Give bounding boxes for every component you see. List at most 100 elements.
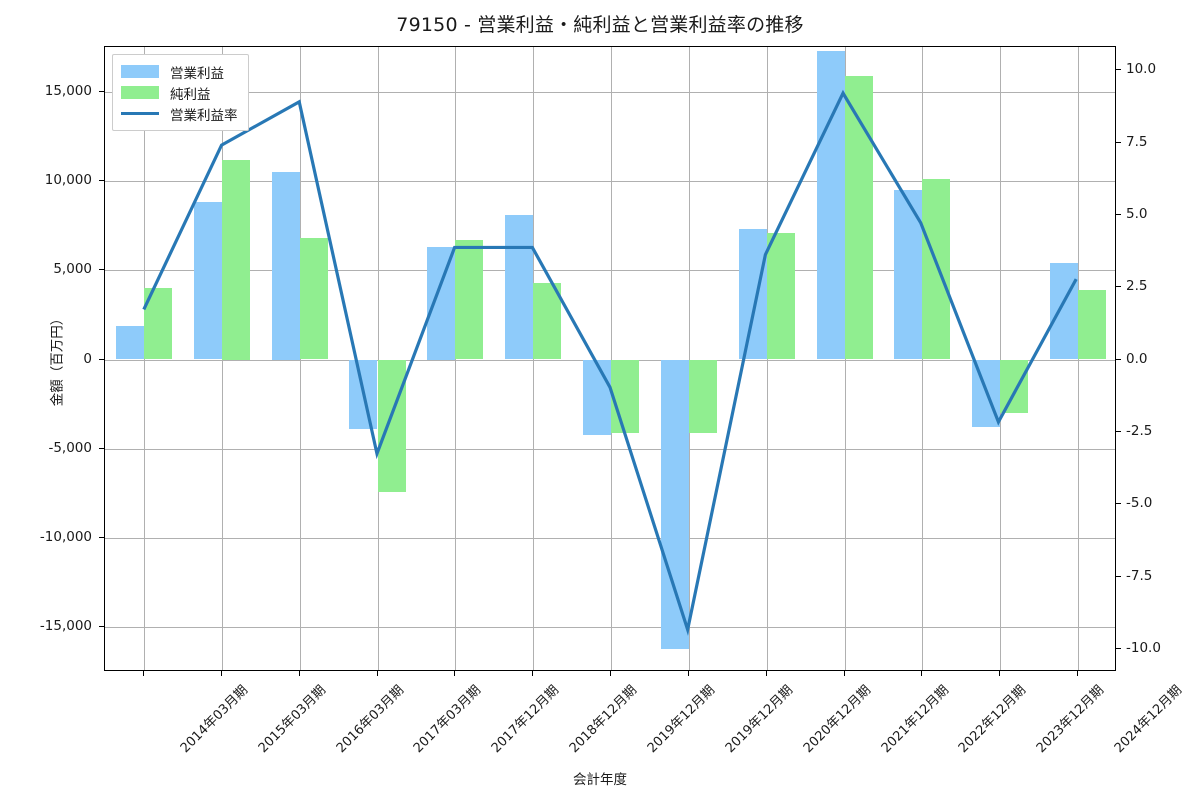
bar-net-profit xyxy=(611,359,639,433)
bar-operating-profit xyxy=(505,214,534,360)
bar-net-profit xyxy=(766,232,795,360)
bar-operating-profit xyxy=(115,325,144,360)
x-axis-tick-label: 2018年12月期 xyxy=(566,682,641,757)
legend-label-net-profit: 純利益 xyxy=(170,86,211,103)
bar-net-profit xyxy=(922,179,951,360)
legend-item-operating-profit: 営業利益 xyxy=(121,61,238,82)
y-axis-left-tickmark xyxy=(99,358,104,360)
bar-net-profit xyxy=(533,282,562,360)
x-axis-tick-label: 2016年03月期 xyxy=(333,682,407,757)
x-axis-tick-label: 2023年12月期 xyxy=(1034,682,1108,757)
y-axis-right-label-wrap: 営業利益率（%） xyxy=(1172,46,1194,671)
x-axis-tick-label: 2020年12月期 xyxy=(800,682,874,757)
y-axis-left-tickmark xyxy=(99,537,104,539)
y-axis-left-tick-label: 0 xyxy=(83,350,92,367)
gridline-vertical xyxy=(611,47,612,670)
y-axis-right-tickmark xyxy=(1116,141,1121,143)
gridline-horizontal xyxy=(105,91,1115,93)
gridline-vertical xyxy=(1000,47,1002,670)
bar-net-profit xyxy=(1000,359,1029,414)
bar-net-profit xyxy=(1078,289,1107,360)
y-axis-left-tickmark xyxy=(99,90,104,92)
legend-item-net-profit: 純利益 xyxy=(121,82,238,103)
x-axis-tickmark xyxy=(687,671,689,676)
gridline-horizontal xyxy=(105,270,1115,272)
y-axis-left-tickmark xyxy=(99,447,104,449)
y-axis-right-tick-label: 0.0 xyxy=(1126,350,1148,367)
x-axis-tick-label: 2017年12月期 xyxy=(489,682,563,757)
y-axis-left-tickmark xyxy=(99,626,104,628)
x-axis-tickmark xyxy=(1077,671,1079,676)
y-axis-right-tick-label: -5.0 xyxy=(1126,495,1153,512)
bar-net-profit xyxy=(844,75,873,360)
legend-swatch-operating-profit xyxy=(121,65,159,78)
x-axis-tick-label: 2024年12月期 xyxy=(1111,682,1186,757)
chart-title: 79150 - 営業利益・純利益と営業利益率の推移 xyxy=(396,14,804,36)
x-axis-tickmark xyxy=(765,671,767,676)
y-axis-left-tickmark xyxy=(99,179,104,181)
bar-operating-profit xyxy=(738,229,767,360)
y-axis-left-tick-label: -5,000 xyxy=(48,439,92,456)
x-axis-tickmark xyxy=(843,671,845,676)
y-axis-right-tickmark xyxy=(1116,286,1121,288)
bar-operating-profit xyxy=(660,359,689,649)
bar-operating-profit xyxy=(193,202,222,360)
gridline-vertical xyxy=(377,47,379,670)
bar-operating-profit xyxy=(271,172,300,360)
y-axis-right-tickmark xyxy=(1116,575,1121,577)
gridline-horizontal xyxy=(105,538,1115,540)
gridline-horizontal xyxy=(105,448,1115,450)
plot-area xyxy=(104,46,1116,671)
x-axis-tickmark xyxy=(999,671,1001,676)
x-axis-tick-label: 2021年12月期 xyxy=(878,682,952,757)
bar-net-profit xyxy=(221,159,250,360)
legend-label-operating-profit: 営業利益 xyxy=(170,65,224,82)
y-axis-right-tick-label: -2.5 xyxy=(1126,422,1153,439)
y-axis-left-tick-label: -15,000 xyxy=(39,618,92,635)
bar-net-profit xyxy=(377,359,406,492)
y-axis-right-tick-label: 10.0 xyxy=(1126,61,1157,78)
x-axis-tickmark xyxy=(142,671,144,676)
legend-label-operating-margin: 営業利益率 xyxy=(170,107,238,124)
y-axis-left-tick-label: 5,000 xyxy=(53,261,92,278)
x-axis-tick-label: 2015年03月期 xyxy=(255,682,329,757)
y-axis-right-tickmark xyxy=(1116,430,1121,432)
x-axis-label: 会計年度 xyxy=(573,772,627,788)
x-axis-tick-label: 2017年03月期 xyxy=(411,682,485,757)
y-axis-right-tick-label: 7.5 xyxy=(1126,133,1148,150)
y-axis-right-tickmark xyxy=(1116,503,1121,505)
bar-operating-profit xyxy=(583,359,611,435)
y-axis-right-tick-label: -7.5 xyxy=(1126,567,1153,584)
y-axis-left-tick-label: 15,000 xyxy=(44,82,92,99)
x-axis-tickmark xyxy=(610,671,612,676)
x-axis-tick-label: 2019年12月期 xyxy=(722,682,796,757)
y-axis-left-tick-label: 10,000 xyxy=(44,171,92,188)
x-axis-tick-label: 2022年12月期 xyxy=(956,682,1030,757)
y-axis-right-tickmark xyxy=(1116,358,1121,360)
x-axis-tickmark xyxy=(921,671,923,676)
bar-operating-profit xyxy=(1050,263,1079,360)
chart-legend: 営業利益 純利益 営業利益率 xyxy=(112,54,249,131)
x-axis-tick-label: 2019年12月期 xyxy=(644,682,719,757)
gridline-horizontal xyxy=(105,627,1115,629)
y-axis-right-tick-label: 2.5 xyxy=(1126,278,1148,295)
gridline-horizontal xyxy=(105,180,1115,182)
y-axis-right-tick-label: -10.0 xyxy=(1126,639,1161,656)
y-axis-right-tick-label: 5.0 xyxy=(1126,205,1148,222)
bar-net-profit xyxy=(299,238,328,360)
legend-swatch-net-profit xyxy=(121,86,159,99)
operating-margin-line-layer xyxy=(142,89,1078,636)
bar-net-profit xyxy=(688,359,717,433)
x-axis-tickmark xyxy=(532,671,534,676)
x-axis-tickmark xyxy=(298,671,300,676)
y-axis-left-tick-label: -10,000 xyxy=(39,529,92,546)
x-axis-tickmark xyxy=(454,671,456,676)
x-axis-tickmark xyxy=(220,671,222,676)
y-axis-right-tickmark xyxy=(1116,213,1121,215)
operating-margin-line xyxy=(142,89,1078,636)
y-axis-left-label-wrap: 金額（百万円） xyxy=(10,46,65,671)
gridline-vertical xyxy=(688,47,690,670)
legend-item-operating-margin: 営業利益率 xyxy=(121,103,238,124)
x-axis-tick-label: 2014年03月期 xyxy=(177,682,251,757)
x-axis-tickmark xyxy=(376,671,378,676)
